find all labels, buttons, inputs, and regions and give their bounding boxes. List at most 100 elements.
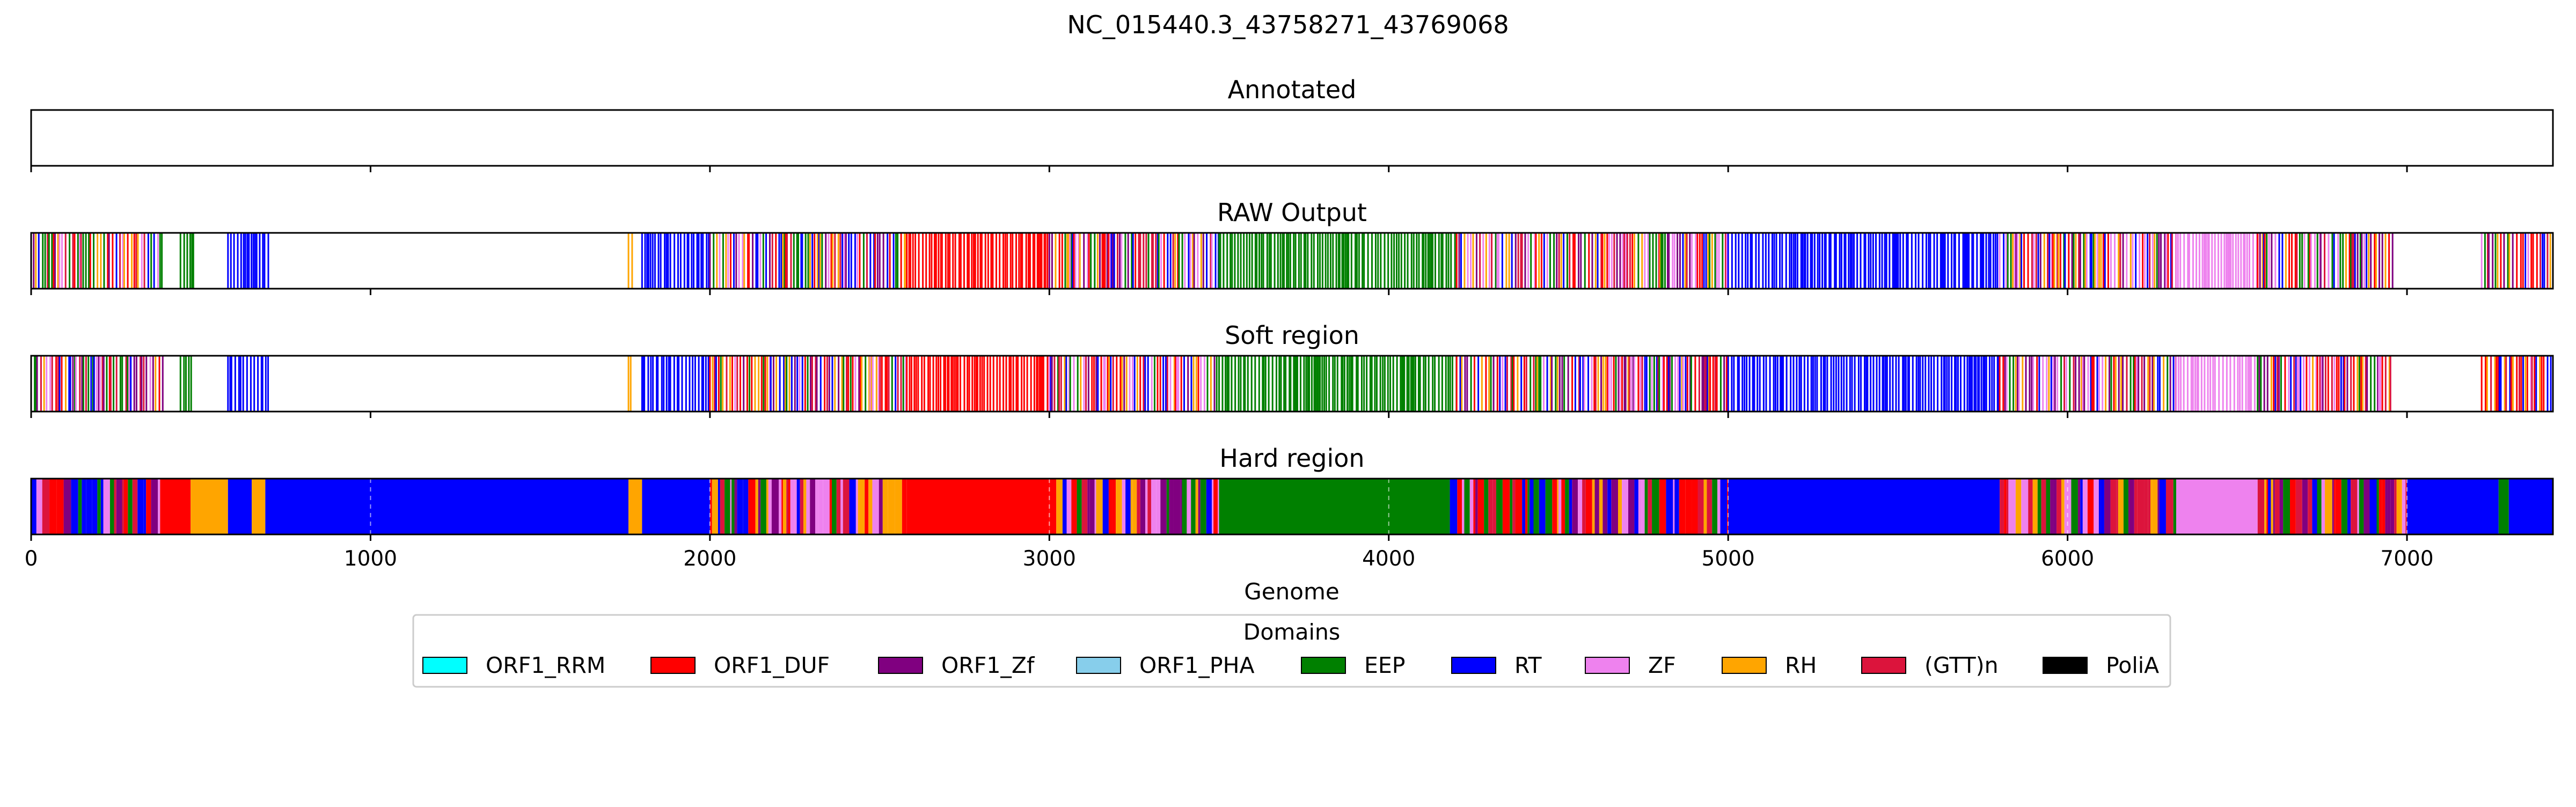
domain-segment [2057, 479, 2061, 534]
x-tick-label: 7000 [2380, 547, 2433, 571]
domain-segment [1180, 479, 1182, 534]
domain-segment [1492, 479, 1496, 534]
domain-segment [2268, 479, 2271, 534]
domain-segment [1712, 479, 1718, 534]
legend-item: PoliA [2043, 652, 2159, 678]
domain-segment [1450, 479, 1458, 534]
domain-segment [1674, 479, 1679, 534]
domain-segment [1122, 479, 1126, 534]
domain-segment [1169, 479, 1174, 534]
domain-segment [1720, 479, 1728, 534]
domain-segment [1049, 479, 1057, 534]
domain-segment [1102, 479, 1109, 534]
domain-segment [1137, 479, 1140, 534]
domain-segment [1529, 479, 1534, 534]
domain-segment [868, 479, 873, 534]
x-tick-label: 1000 [344, 547, 397, 571]
domain-segment [1561, 479, 1565, 534]
domain-segment [1094, 479, 1096, 534]
domain-segment [191, 479, 228, 534]
domain-segment [888, 479, 895, 534]
domain-segment [1469, 479, 1474, 534]
domain-segment [2396, 479, 2402, 534]
panel-title: Soft region [1225, 321, 1359, 350]
domain-segment [755, 479, 758, 534]
domain-segment [1727, 479, 1729, 534]
domain-segment [2308, 479, 2312, 534]
domain-segment [132, 479, 138, 534]
domain-segment [160, 479, 191, 534]
domain-segment [1557, 479, 1559, 534]
domain-segment [1522, 479, 1526, 534]
domain-segment [628, 479, 642, 534]
domain-segment [2134, 479, 2138, 534]
x-tick-label: 4000 [1362, 547, 1415, 571]
domain-segment [151, 479, 158, 534]
domain-segment [1081, 479, 1088, 534]
domain-segment [265, 479, 629, 534]
domain-segment [1628, 479, 1635, 534]
legend-swatch [1076, 657, 1121, 674]
domain-segment [1717, 479, 1721, 534]
domain-segment [1703, 479, 1707, 534]
domain-segment [790, 479, 795, 534]
domain-segment [1089, 479, 1095, 534]
legend-item: RH [1722, 652, 1817, 678]
domain-segment [829, 479, 832, 534]
domain-segment [840, 479, 843, 534]
domain-segment [2508, 479, 2553, 534]
domain-segment [2387, 479, 2391, 534]
x-tick-label: 2000 [683, 547, 736, 571]
domain-segment [2295, 479, 2302, 534]
domain-segment [116, 479, 122, 534]
legend-item: (GTT)n [1861, 652, 1999, 678]
domain-segment [1558, 479, 1562, 534]
domain-segment [2050, 479, 2053, 534]
track-panel: Soft region [30, 321, 2554, 418]
domain-segment [1182, 479, 1187, 534]
domain-segment [2274, 479, 2280, 534]
domain-segment [2351, 479, 2358, 534]
domain-segment [1145, 479, 1148, 534]
domain-segment [122, 479, 124, 534]
domain-segment [1116, 479, 1122, 534]
domain-segment [2071, 479, 2078, 534]
domain-segment [1132, 479, 1137, 534]
domain-segment [2173, 479, 2176, 534]
domain-segment [1533, 479, 1539, 534]
panel-frame [30, 478, 2554, 535]
domain-segment [1166, 479, 1169, 534]
domain-segment [2041, 479, 2046, 534]
domain-segment [2010, 479, 2016, 534]
domain-segment [1666, 479, 1673, 534]
panel-marks [31, 479, 2553, 534]
legend-item: ORF1_Zf [878, 652, 1035, 678]
domain-segment [1151, 479, 1157, 534]
domain-segment [1191, 479, 1196, 534]
domain-segment [1173, 479, 1181, 534]
domain-segment [1599, 479, 1603, 534]
domain-segment [768, 479, 772, 534]
domain-segment [2144, 479, 2148, 534]
legend-title: Domains [1243, 619, 1340, 645]
legend-swatch [1451, 657, 1496, 674]
domain-segment [2357, 479, 2359, 534]
domain-segment [1218, 479, 1219, 534]
domain-segment [1707, 479, 1713, 534]
domain-segment [2347, 479, 2351, 534]
domain-segment [2032, 479, 2038, 534]
domain-segment [1130, 479, 1133, 534]
domain-segment [2015, 479, 2022, 534]
domain-segment [86, 479, 92, 534]
domain-segment [2098, 479, 2101, 534]
domain-segment [97, 479, 101, 534]
domain-segment [2123, 479, 2128, 534]
domain-segment [2333, 479, 2336, 534]
domain-segment [2394, 479, 2397, 534]
domain-segment [1213, 479, 1218, 534]
domain-segment [1673, 479, 1675, 534]
domain-segment [2312, 479, 2317, 534]
figure-title: NC_015440.3_43758271_43769068 [1067, 10, 1509, 39]
domain-segment [2116, 479, 2118, 534]
domain-segment [2321, 479, 2325, 534]
